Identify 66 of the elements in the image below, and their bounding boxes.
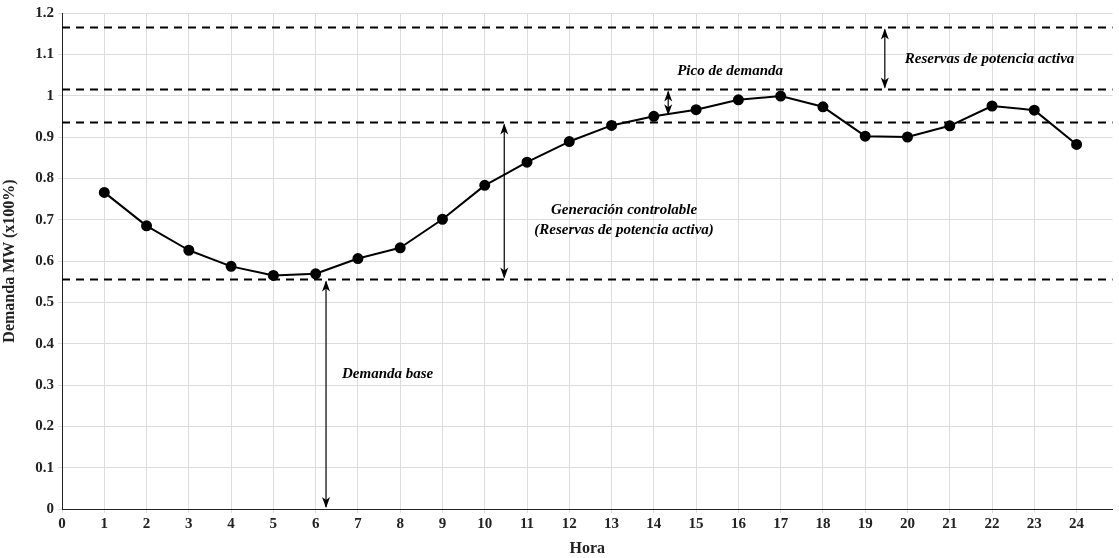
- x-tick-label: 22: [984, 514, 1000, 531]
- point: [859, 130, 871, 142]
- annotation: Pico de demanda: [677, 61, 784, 78]
- point: [267, 269, 279, 281]
- point: [479, 179, 491, 191]
- x-tick-label: 19: [857, 514, 873, 531]
- x-tick-label: 6: [311, 514, 320, 531]
- x-tick-label: 0: [58, 514, 66, 531]
- y-tick-label: 0.3: [35, 375, 54, 392]
- x-tick-label: 15: [688, 514, 704, 531]
- point: [901, 131, 913, 143]
- point: [183, 244, 195, 256]
- point: [310, 268, 322, 280]
- point: [690, 104, 702, 116]
- point: [1028, 104, 1040, 116]
- point: [563, 136, 575, 148]
- x-tick-label: 12: [561, 514, 577, 531]
- x-tick-label: 11: [519, 514, 535, 531]
- y-axis-title: Demanda MW (x100%): [0, 179, 18, 343]
- y-tick-label: 0.1: [35, 458, 54, 475]
- x-tick-label: 4: [227, 514, 236, 531]
- annotation: Reservas de potencia activa: [903, 49, 1075, 66]
- point: [352, 253, 364, 265]
- x-tick-label: 9: [438, 514, 447, 531]
- x-tick-label: 18: [815, 514, 831, 531]
- point: [141, 220, 153, 232]
- x-tick-label: 13: [604, 514, 620, 531]
- point: [775, 90, 787, 102]
- x-tick-label: 17: [773, 514, 789, 531]
- x-axis-title: Hora: [569, 538, 606, 556]
- point: [986, 100, 998, 112]
- point: [648, 110, 660, 122]
- x-tick-label: 23: [1026, 514, 1042, 531]
- y-tick-label: 0: [46, 499, 54, 516]
- point: [732, 94, 744, 106]
- x-tick-label: 5: [269, 514, 278, 531]
- y-tick-label: 0.5: [35, 293, 54, 310]
- x-tick-label: 7: [354, 514, 363, 531]
- point: [98, 186, 110, 198]
- point: [225, 260, 237, 272]
- x-tick-label: 16: [730, 514, 747, 531]
- y-tick-label: 1: [46, 86, 54, 103]
- x-tick-label: 20: [899, 514, 915, 531]
- y-tick-label: 0.6: [35, 251, 55, 268]
- y-tick-label: 0.2: [35, 417, 54, 434]
- x-tick-label: 1: [100, 514, 109, 531]
- y-tick-label: 0.9: [35, 127, 54, 144]
- x-tick-label: 2: [142, 514, 151, 531]
- y-tick-label: 0.8: [35, 169, 54, 186]
- y-tick-label: 0.4: [35, 334, 55, 351]
- point: [394, 242, 406, 254]
- point: [817, 101, 829, 113]
- point: [1071, 138, 1083, 150]
- point: [436, 213, 448, 225]
- x-tick-label: 3: [185, 514, 193, 531]
- x-tick-label: 14: [646, 514, 662, 531]
- x-tick-label: 21: [942, 514, 958, 531]
- x-tick-label: 10: [477, 514, 493, 531]
- x-tick-label: 24: [1069, 514, 1085, 531]
- y-tick-label: 1.1: [35, 45, 54, 62]
- annotation: Demanda base: [341, 365, 434, 382]
- y-tick-label: 0.7: [35, 210, 55, 227]
- annotation: Generación controlable (Reservas de potencia activa): [534, 200, 714, 238]
- point: [521, 156, 533, 168]
- x-tick-label: 8: [396, 514, 404, 531]
- y-tick-label: 1.2: [35, 3, 54, 20]
